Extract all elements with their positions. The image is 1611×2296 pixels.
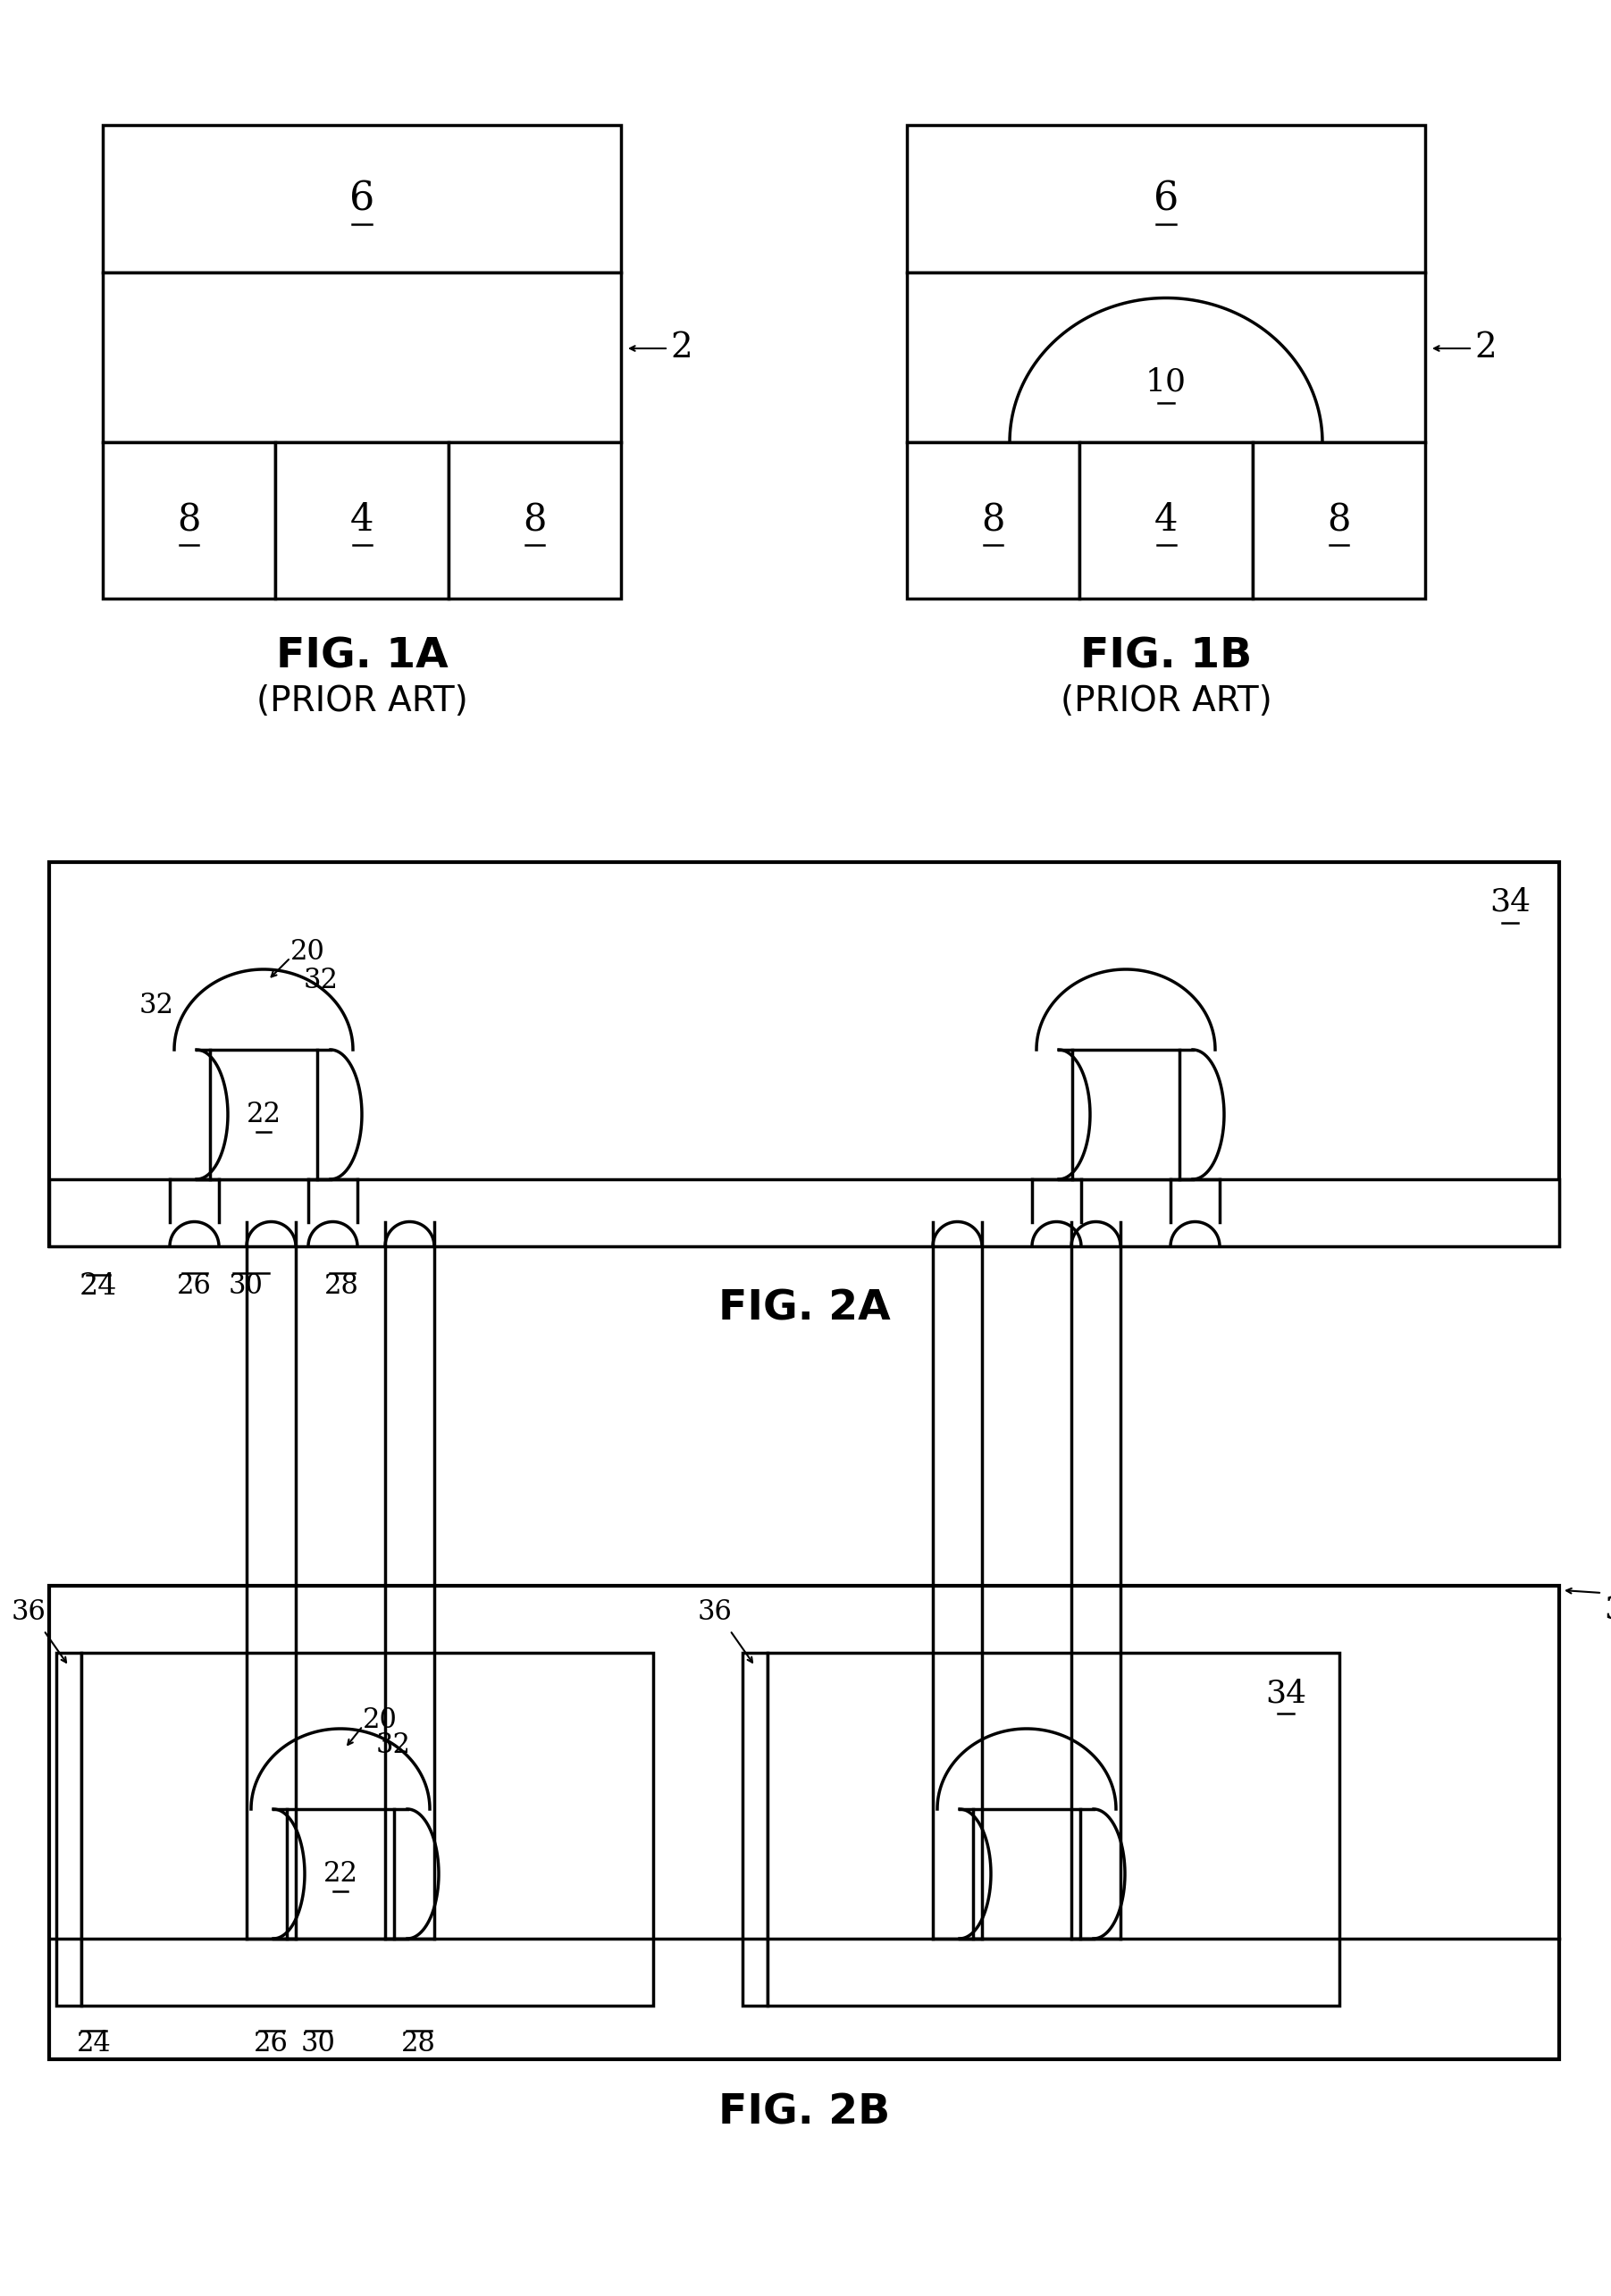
Bar bbox=[81, 1653, 652, 2007]
Bar bbox=[743, 1653, 767, 2007]
Text: 32: 32 bbox=[375, 1731, 411, 1759]
Bar bbox=[103, 443, 275, 599]
Text: 22: 22 bbox=[322, 1860, 358, 1887]
Text: 30: 30 bbox=[301, 2030, 335, 2057]
Text: 32: 32 bbox=[304, 967, 338, 994]
Bar bbox=[1079, 443, 1252, 599]
Bar bbox=[287, 1809, 395, 1938]
Text: 34: 34 bbox=[1490, 886, 1530, 918]
Bar bbox=[103, 273, 620, 443]
Bar bbox=[103, 124, 620, 273]
Text: 38: 38 bbox=[1605, 1596, 1611, 1626]
Text: 2: 2 bbox=[670, 333, 693, 365]
Text: FIG. 1A: FIG. 1A bbox=[275, 636, 448, 677]
Text: 24: 24 bbox=[79, 1272, 118, 1302]
Text: 26: 26 bbox=[177, 1272, 211, 1300]
Text: 6: 6 bbox=[1153, 179, 1179, 218]
Bar bbox=[50, 1587, 1559, 2060]
Text: 24: 24 bbox=[76, 2030, 111, 2057]
Text: 8: 8 bbox=[1327, 501, 1350, 540]
Bar bbox=[209, 1049, 317, 1180]
Text: 20: 20 bbox=[362, 1706, 398, 1733]
Text: FIG. 1B: FIG. 1B bbox=[1079, 636, 1252, 677]
Text: 10: 10 bbox=[1145, 367, 1187, 397]
Bar bbox=[907, 124, 1426, 273]
Bar bbox=[448, 443, 620, 599]
Bar bbox=[50, 1180, 1559, 1247]
Text: 8: 8 bbox=[524, 501, 546, 540]
Text: FIG. 2B: FIG. 2B bbox=[719, 2092, 889, 2133]
Text: 2: 2 bbox=[1474, 333, 1497, 365]
Text: (PRIOR ART): (PRIOR ART) bbox=[1060, 684, 1271, 719]
Text: 4: 4 bbox=[1153, 501, 1178, 540]
Text: 8: 8 bbox=[981, 501, 1005, 540]
Bar bbox=[1252, 443, 1426, 599]
Text: 36: 36 bbox=[11, 1598, 47, 1626]
Text: 28: 28 bbox=[324, 1272, 359, 1300]
Bar bbox=[907, 443, 1079, 599]
Bar bbox=[767, 1653, 1339, 2007]
Text: (PRIOR ART): (PRIOR ART) bbox=[256, 684, 467, 719]
Text: 4: 4 bbox=[350, 501, 374, 540]
Text: 28: 28 bbox=[401, 2030, 437, 2057]
Text: 36: 36 bbox=[698, 1598, 731, 1626]
Bar bbox=[275, 443, 448, 599]
Text: FIG. 2A: FIG. 2A bbox=[719, 1288, 891, 1329]
Text: 8: 8 bbox=[177, 501, 201, 540]
Text: 22: 22 bbox=[246, 1100, 280, 1127]
Text: 34: 34 bbox=[1265, 1678, 1307, 1708]
Text: 32: 32 bbox=[139, 992, 174, 1019]
Bar bbox=[50, 861, 1559, 1247]
Text: 26: 26 bbox=[255, 2030, 288, 2057]
Text: 20: 20 bbox=[290, 937, 325, 964]
Bar bbox=[973, 1809, 1081, 1938]
Bar bbox=[1073, 1049, 1179, 1180]
Text: 30: 30 bbox=[229, 1272, 263, 1300]
Bar bbox=[907, 273, 1426, 443]
Text: 6: 6 bbox=[350, 179, 374, 218]
Bar bbox=[56, 1653, 81, 2007]
